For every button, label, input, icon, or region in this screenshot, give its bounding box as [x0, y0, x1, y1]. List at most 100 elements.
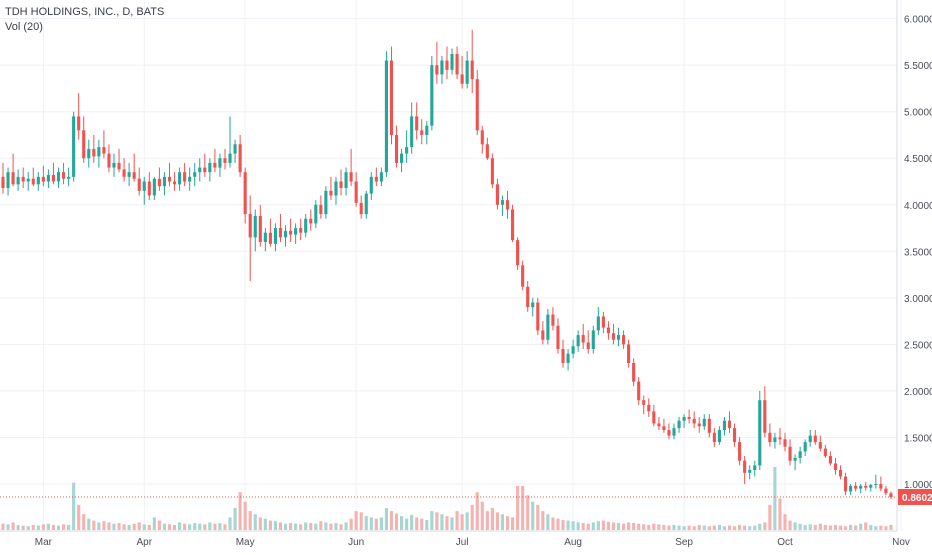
- candle-body: [87, 148, 91, 159]
- volume-bar: [505, 516, 510, 530]
- volume-bar: [748, 526, 752, 530]
- volume-bar: [289, 523, 293, 530]
- volume-bar: [304, 522, 308, 530]
- candle-body: [243, 172, 247, 215]
- candle-body: [753, 465, 757, 471]
- candle-body: [738, 442, 742, 461]
- volume-bar: [162, 523, 167, 530]
- candle-body: [299, 228, 303, 233]
- candle-body: [601, 316, 605, 328]
- volume-bar: [798, 523, 802, 530]
- candle-body: [233, 144, 237, 154]
- candle-body: [268, 232, 272, 244]
- volume-bar: [384, 507, 388, 530]
- volume-bar: [521, 485, 525, 530]
- candle-body: [359, 202, 363, 215]
- volume-bar: [329, 523, 333, 530]
- candle-body: [561, 349, 565, 363]
- volume-bar: [627, 522, 631, 530]
- last-price-badge: [898, 488, 932, 505]
- candle-body: [92, 148, 96, 157]
- volume-bar: [142, 524, 146, 530]
- candle-body: [571, 346, 575, 354]
- candle-body: [702, 418, 706, 427]
- volume-bar: [339, 524, 343, 530]
- candle-body: [722, 420, 727, 430]
- candle-body: [521, 265, 525, 287]
- volume-bar: [223, 524, 227, 530]
- volume-bar: [263, 518, 267, 530]
- volume-bar: [11, 522, 15, 530]
- candle-body: [480, 130, 484, 145]
- candle-body: [440, 60, 444, 75]
- candle-body: [238, 144, 242, 173]
- candle-body: [248, 214, 252, 238]
- candle-body: [884, 488, 888, 494]
- candle-body: [420, 130, 424, 135]
- y-tick-label: 6.0000: [904, 15, 932, 26]
- volume-bar: [879, 525, 883, 530]
- candle-body: [455, 54, 459, 75]
- y-tick-label: 4.5000: [904, 154, 932, 165]
- last-price-label: 0.8602: [902, 493, 932, 504]
- volume-bar: [475, 492, 479, 530]
- volume-bar: [677, 525, 681, 530]
- x-tick-label: Nov: [892, 537, 910, 548]
- volume-bar: [884, 526, 888, 530]
- volume-bar: [702, 525, 706, 530]
- candle-body: [849, 485, 853, 492]
- volume-bar: [82, 514, 86, 530]
- candle-body: [869, 484, 873, 488]
- volume-bar: [122, 524, 126, 530]
- volume-bar: [258, 517, 262, 530]
- volume-bar: [743, 525, 747, 530]
- volume-bar: [344, 522, 348, 530]
- candle-body: [621, 335, 626, 345]
- candle-body: [813, 435, 817, 443]
- y-tick-label: 3.0000: [904, 294, 932, 305]
- volume-bar: [389, 511, 394, 530]
- candle-body: [864, 485, 868, 488]
- candle-body: [798, 451, 802, 458]
- volume-bar: [526, 495, 530, 530]
- volume-bar: [687, 525, 691, 530]
- candle-body: [349, 172, 353, 182]
- candle-body: [72, 116, 76, 177]
- candle-body: [172, 181, 177, 185]
- y-tick-label: 2.5000: [904, 340, 932, 351]
- y-tick-label: 5.5000: [904, 61, 932, 72]
- volume-bar: [849, 524, 853, 530]
- volume-bar: [591, 522, 595, 530]
- volume-bar: [172, 524, 177, 530]
- candle-body: [511, 209, 515, 241]
- volume-bar: [536, 504, 540, 530]
- candle-body: [223, 158, 227, 163]
- candle-body: [394, 134, 399, 163]
- volume-bar: [309, 523, 313, 530]
- volume-bar: [379, 517, 383, 530]
- candle-body: [425, 125, 429, 135]
- volume-bar: [97, 522, 101, 530]
- candle-body: [97, 147, 101, 157]
- volume-bar: [374, 518, 378, 530]
- candle-body: [586, 342, 590, 350]
- volume-bar: [662, 524, 666, 530]
- volume-indicator-label[interactable]: Vol (20): [5, 21, 43, 33]
- candle-body: [137, 178, 141, 191]
- volume-bar: [818, 523, 822, 530]
- volume-bar: [420, 518, 424, 530]
- volume-bar: [6, 524, 10, 530]
- volume-bar: [117, 523, 121, 530]
- candle-body: [389, 60, 394, 135]
- volume-bar: [758, 523, 762, 530]
- volume-bar: [803, 524, 807, 530]
- candle-body: [657, 423, 661, 427]
- volume-bar: [238, 492, 242, 530]
- volume-bar: [672, 524, 676, 530]
- volume-bar: [72, 482, 76, 530]
- candle-body: [531, 302, 535, 308]
- x-tick-label: Jul: [456, 537, 469, 548]
- candle-body: [127, 172, 131, 177]
